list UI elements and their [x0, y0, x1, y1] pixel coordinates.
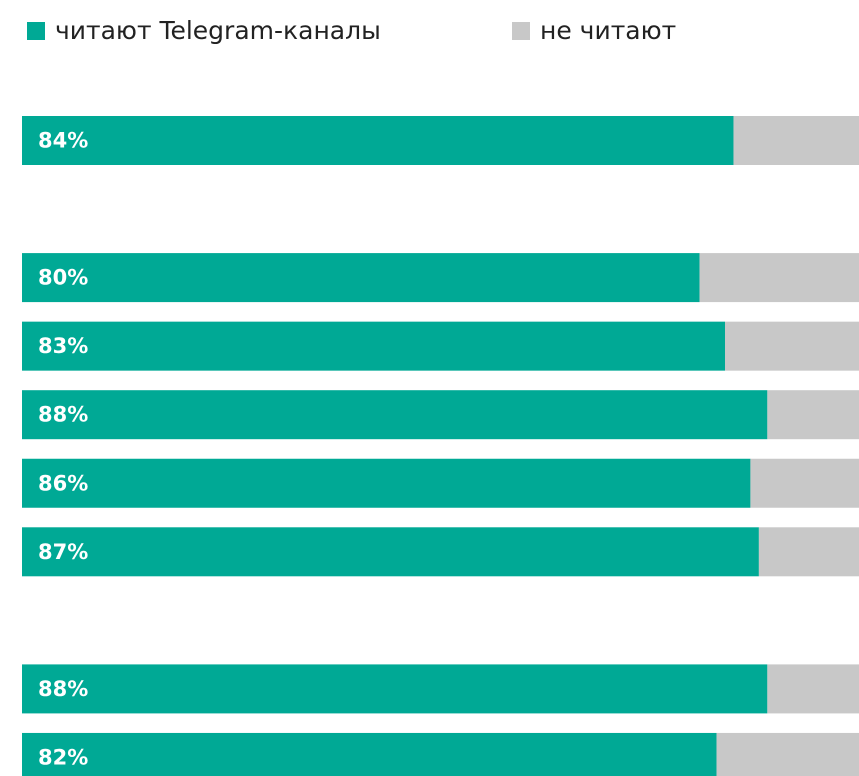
bar-segment — [22, 390, 768, 440]
value-label: 84% — [38, 129, 88, 153]
legend-swatch — [512, 22, 530, 40]
bar-segment — [22, 458, 751, 508]
bar-segment — [758, 527, 859, 577]
bar-segment — [733, 116, 859, 165]
bar-segment — [716, 732, 859, 776]
bar-segment — [22, 321, 726, 371]
value-label: 80% — [38, 266, 88, 290]
legend-label: не читают — [540, 16, 676, 45]
bar-segment — [699, 253, 859, 303]
bar-segment — [22, 253, 700, 303]
bar-segment — [22, 116, 734, 165]
bar-segment — [767, 664, 859, 714]
bar-segment — [22, 732, 717, 776]
legend-label: читают Telegram-каналы — [55, 16, 381, 45]
bar-segment — [725, 321, 859, 371]
bar-segment — [750, 458, 859, 508]
legend-swatch — [27, 22, 45, 40]
bar-segment — [767, 390, 859, 440]
value-label: 82% — [38, 745, 88, 769]
value-label: 87% — [38, 540, 88, 564]
value-label: 88% — [38, 403, 88, 427]
value-label: 83% — [38, 334, 88, 358]
value-label: 88% — [38, 677, 88, 701]
value-label: 86% — [38, 471, 88, 495]
bar-segment — [22, 664, 768, 714]
bar-segment — [22, 527, 759, 577]
